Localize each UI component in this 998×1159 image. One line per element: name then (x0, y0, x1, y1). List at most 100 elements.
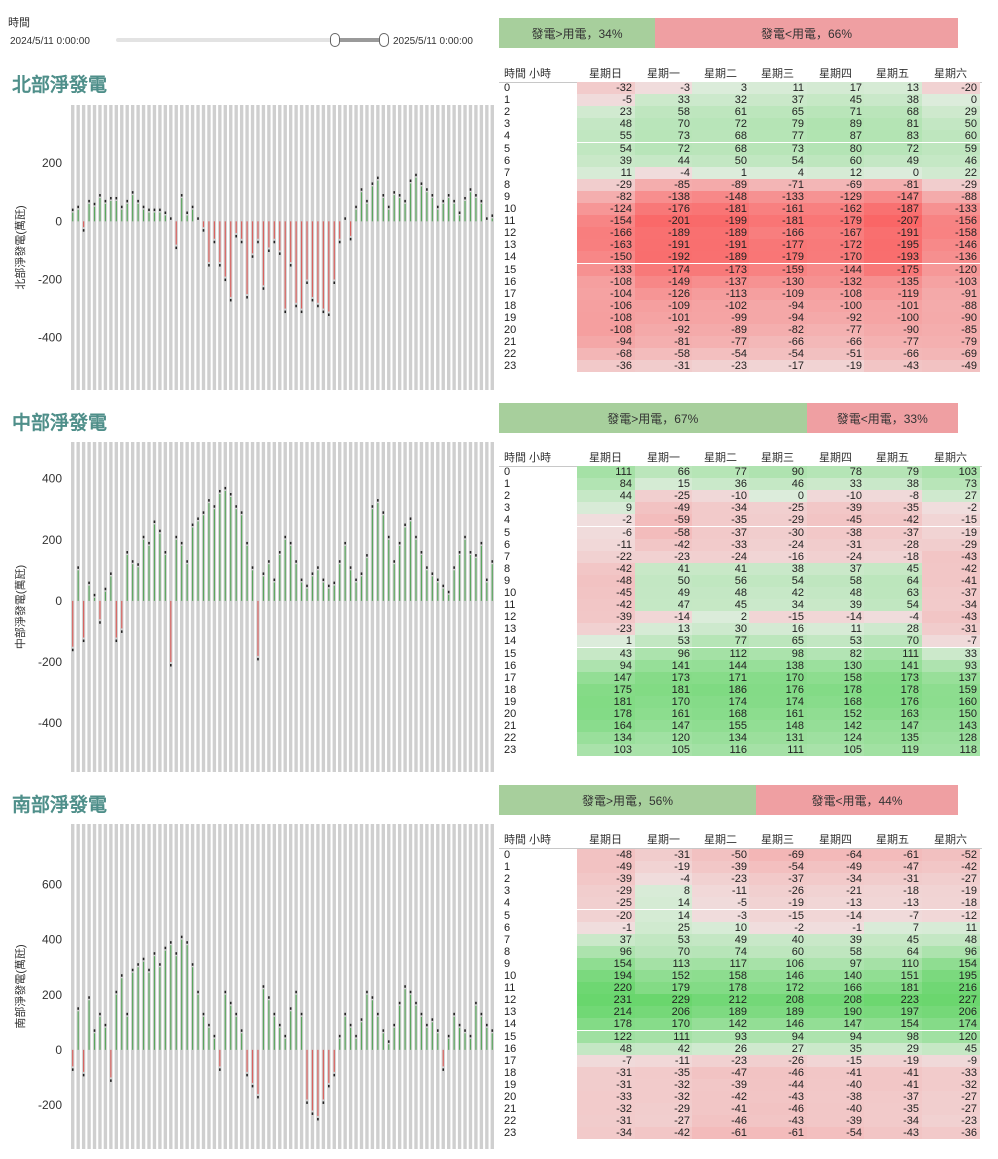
heatmap-cell[interactable]: 34 (749, 599, 807, 612)
heatmap-cell[interactable]: 55 (577, 130, 635, 143)
south-bar-range-column[interactable] (479, 824, 484, 1149)
heatmap-cell[interactable]: 11 (577, 166, 635, 179)
south-bar-range-column[interactable] (343, 824, 347, 1149)
heatmap-cell[interactable]: -108 (577, 324, 635, 337)
central-bar-range-column[interactable] (283, 442, 287, 772)
heatmap-cell[interactable]: 197 (864, 1006, 922, 1019)
central-bar-range-column[interactable] (419, 442, 424, 772)
heatmap-cell[interactable]: -15 (749, 909, 807, 922)
heatmap-cell[interactable]: 38 (864, 94, 922, 107)
heatmap-cell[interactable]: -71 (749, 178, 807, 191)
heatmap-cell[interactable]: 63 (864, 587, 922, 600)
central-bar-range-column[interactable] (446, 442, 451, 772)
heatmap-cell[interactable]: 42 (749, 587, 807, 600)
north-bar-range-column[interactable] (169, 105, 173, 390)
heatmap-cell[interactable]: -32 (635, 1078, 693, 1091)
central-bar-range-column[interactable] (103, 442, 108, 772)
south-bar-range-column[interactable] (359, 824, 364, 1149)
heatmap-cell[interactable]: 37 (807, 562, 865, 575)
heatmap-cell[interactable]: 73 (922, 478, 980, 491)
north-bar-range-column[interactable] (136, 105, 140, 390)
heatmap-cell[interactable]: 144 (692, 659, 750, 672)
heatmap-cell[interactable]: 112 (692, 647, 750, 660)
heatmap-cell[interactable]: 170 (635, 695, 693, 708)
heatmap-cell[interactable]: -69 (922, 348, 980, 361)
heatmap-cell[interactable]: 33 (635, 94, 693, 107)
time-slider-end-handle[interactable] (379, 33, 389, 47)
south-bar-range-column[interactable] (196, 824, 200, 1149)
heatmap-cell[interactable]: -33 (922, 1066, 980, 1079)
heatmap-cell[interactable]: 130 (807, 659, 865, 672)
north-bar-range-column[interactable] (141, 105, 146, 390)
heatmap-cell[interactable]: -26 (749, 1054, 807, 1067)
heatmap-cell[interactable]: 105 (635, 744, 693, 757)
heatmap-cell[interactable]: -35 (864, 1103, 922, 1116)
heatmap-cell[interactable]: 37 (577, 933, 635, 946)
heatmap-cell[interactable]: 178 (692, 982, 750, 995)
north-bar-range-column[interactable] (392, 105, 396, 390)
heatmap-cell[interactable]: -162 (807, 203, 865, 216)
heatmap-cell[interactable]: 154 (864, 1018, 922, 1031)
central-bar-range-column[interactable] (212, 442, 217, 772)
heatmap-cell[interactable]: -21 (807, 885, 865, 898)
heatmap-cell[interactable]: 118 (922, 744, 980, 757)
south-bar-range-column[interactable] (223, 824, 227, 1149)
heatmap-cell[interactable]: -109 (635, 299, 693, 312)
heatmap-cell[interactable]: 212 (692, 994, 750, 1007)
heatmap-cell[interactable]: -42 (635, 538, 693, 551)
heatmap-cell[interactable]: -29 (749, 514, 807, 527)
heatmap-cell[interactable]: -15 (922, 514, 980, 527)
heatmap-cell[interactable]: -77 (692, 336, 750, 349)
south-bar-range-column[interactable] (387, 824, 391, 1149)
south-bar-range-column[interactable] (299, 824, 304, 1149)
heatmap-cell[interactable]: -31 (577, 1115, 635, 1128)
heatmap-cell[interactable]: -159 (749, 263, 807, 276)
heatmap-cell[interactable]: -24 (692, 550, 750, 563)
central-bar-range-column[interactable] (76, 442, 80, 772)
heatmap-cell[interactable]: -7 (577, 1054, 635, 1067)
heatmap-cell[interactable]: 163 (864, 708, 922, 721)
heatmap-cell[interactable]: -39 (807, 502, 865, 515)
heatmap-cell[interactable]: -45 (577, 587, 635, 600)
heatmap-cell[interactable]: 4 (749, 166, 807, 179)
heatmap-cell[interactable]: -92 (807, 311, 865, 324)
heatmap-cell[interactable]: -104 (577, 287, 635, 300)
heatmap-cell[interactable]: -30 (749, 526, 807, 539)
heatmap-cell[interactable]: 160 (922, 695, 980, 708)
heatmap-cell[interactable]: -192 (635, 251, 693, 264)
heatmap-cell[interactable]: 128 (922, 732, 980, 745)
heatmap-cell[interactable]: -88 (922, 190, 980, 203)
heatmap-cell[interactable]: -189 (635, 227, 693, 240)
heatmap-cell[interactable]: 38 (749, 562, 807, 575)
heatmap-cell[interactable]: -124 (577, 203, 635, 216)
heatmap-cell[interactable]: -25 (749, 502, 807, 515)
heatmap-cell[interactable]: -61 (692, 1127, 750, 1140)
heatmap-cell[interactable]: -23 (692, 873, 750, 886)
time-slider-start-handle[interactable] (330, 33, 340, 47)
heatmap-cell[interactable]: 229 (635, 994, 693, 1007)
heatmap-cell[interactable]: -42 (922, 562, 980, 575)
heatmap-cell[interactable]: -52 (922, 849, 980, 862)
heatmap-cell[interactable]: 65 (749, 106, 807, 119)
heatmap-cell[interactable]: -149 (635, 275, 693, 288)
central-bar-range-column[interactable] (452, 442, 456, 772)
north-bar-range-column[interactable] (114, 105, 119, 390)
central-bar-range-column[interactable] (387, 442, 391, 772)
heatmap-cell[interactable]: 48 (577, 118, 635, 131)
heatmap-cell[interactable]: 23 (577, 106, 635, 119)
heatmap-cell[interactable]: -181 (749, 215, 807, 228)
heatmap-cell[interactable]: 117 (692, 957, 750, 970)
heatmap-cell[interactable]: -14 (807, 909, 865, 922)
heatmap-cell[interactable]: 60 (922, 130, 980, 143)
heatmap-cell[interactable]: 53 (635, 933, 693, 946)
heatmap-cell[interactable]: -14 (807, 611, 865, 624)
heatmap-cell[interactable]: 54 (864, 599, 922, 612)
heatmap-cell[interactable]: 39 (807, 599, 865, 612)
north-bar-range-column[interactable] (354, 105, 358, 390)
heatmap-cell[interactable]: -193 (864, 251, 922, 264)
heatmap-cell[interactable]: 35 (807, 1042, 865, 1055)
central-bar-range-column[interactable] (207, 442, 211, 772)
heatmap-cell[interactable]: 94 (807, 1030, 865, 1043)
heatmap-cell[interactable]: 68 (692, 130, 750, 143)
central-bar-range-column[interactable] (185, 442, 189, 772)
